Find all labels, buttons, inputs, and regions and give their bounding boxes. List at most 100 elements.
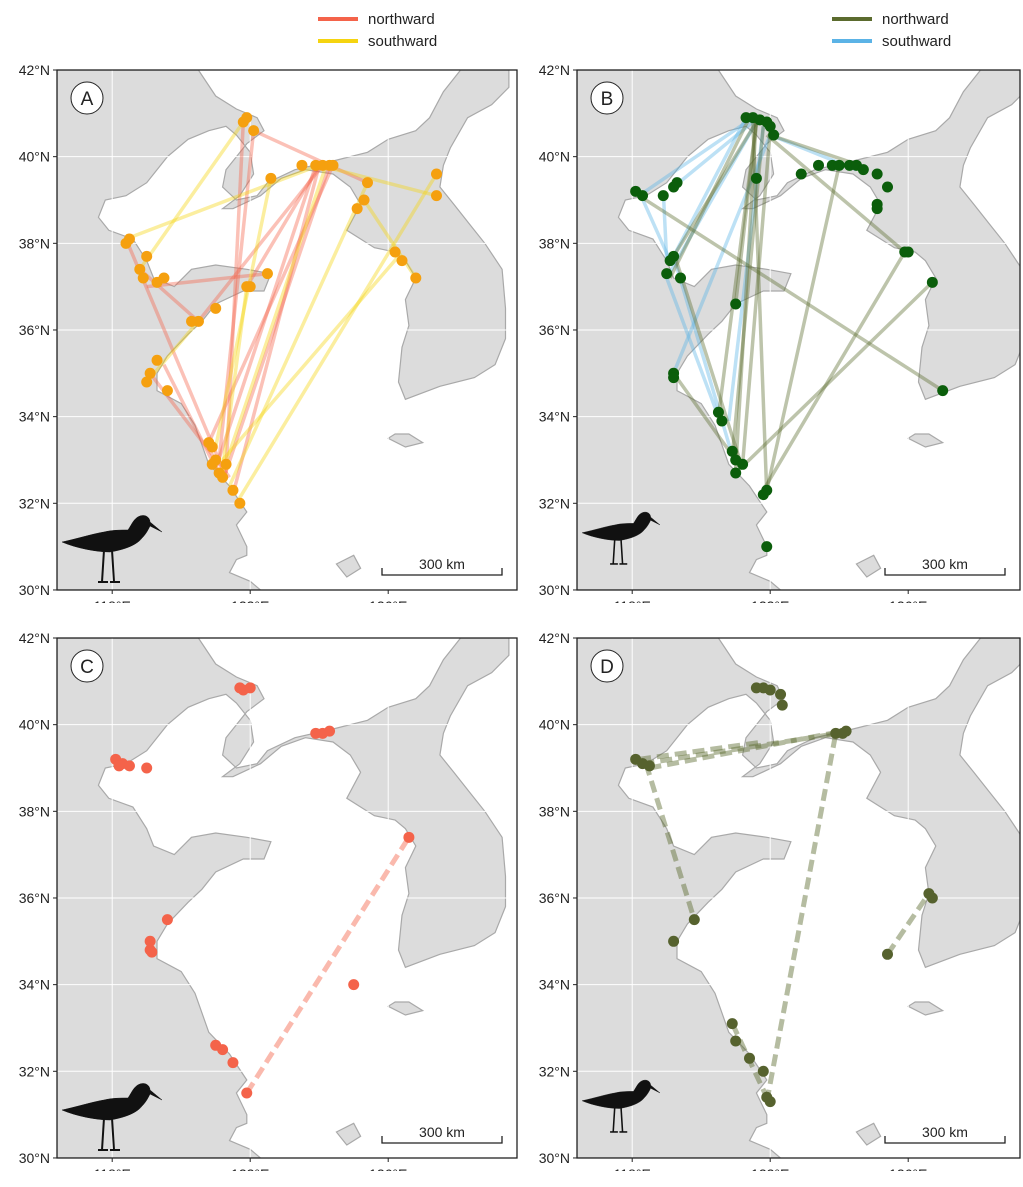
lon-tick-label: 122°E: [231, 1166, 269, 1171]
lat-tick-label: 30°N: [539, 582, 570, 598]
panel-letter: B: [601, 89, 614, 110]
tracking-point: [761, 541, 772, 552]
tracking-point: [124, 760, 135, 771]
tracking-point: [348, 979, 359, 990]
legend-swatch: [318, 39, 358, 43]
tracking-point: [152, 355, 163, 366]
tracking-point: [410, 272, 421, 283]
tracking-point: [221, 459, 232, 470]
tracking-point: [737, 459, 748, 470]
tracking-point: [716, 415, 727, 426]
lat-tick-label: 34°N: [539, 409, 570, 425]
map-panel-a: A30°N32°N34°N36°N38°N40°N42°N118°E122°E1…: [0, 58, 520, 603]
tracking-point: [227, 1057, 238, 1068]
tracking-point: [927, 892, 938, 903]
tracking-point: [937, 385, 948, 396]
legend-swatch: [832, 39, 872, 43]
lat-tick-label: 40°N: [539, 149, 570, 165]
tracking-point: [362, 177, 373, 188]
tracking-point: [207, 459, 218, 470]
lon-tick-label: 122°E: [231, 598, 269, 603]
legend-left: northward southward: [318, 8, 437, 52]
tracking-point: [872, 168, 883, 179]
tracking-point: [775, 689, 786, 700]
tracking-point: [390, 246, 401, 257]
lat-tick-label: 34°N: [19, 409, 50, 425]
legend-label: northward: [368, 11, 435, 28]
tracking-point: [768, 129, 779, 140]
tracking-point: [644, 760, 655, 771]
tracking-point: [328, 160, 339, 171]
lat-tick-label: 30°N: [539, 1150, 570, 1166]
panel-letter: D: [600, 657, 614, 678]
lon-tick-label: 118°E: [614, 1166, 651, 1171]
tracking-point: [245, 281, 256, 292]
lat-tick-label: 34°N: [19, 977, 50, 993]
scale-bar-label: 300 km: [419, 1124, 465, 1140]
lat-tick-label: 30°N: [19, 582, 50, 598]
tracking-point: [296, 160, 307, 171]
tracking-point: [403, 832, 414, 843]
tracking-point: [359, 194, 370, 205]
lat-tick-label: 42°N: [19, 62, 50, 78]
lat-tick-label: 30°N: [19, 1150, 50, 1166]
tracking-point: [162, 914, 173, 925]
map-content: [57, 638, 520, 1158]
lat-tick-label: 32°N: [19, 495, 50, 511]
lon-tick-label: 118°E: [614, 598, 651, 603]
legend-label: southward: [368, 33, 437, 50]
tracking-point: [217, 1044, 228, 1055]
tracking-point: [241, 112, 252, 123]
lat-tick-label: 36°N: [19, 322, 50, 338]
legend-item-northward: northward: [832, 8, 951, 30]
lat-tick-label: 38°N: [19, 803, 50, 819]
tracking-point: [210, 303, 221, 314]
lat-tick-label: 42°N: [539, 62, 570, 78]
lat-tick-label: 32°N: [539, 1063, 570, 1079]
tracking-point: [675, 272, 686, 283]
tracking-point: [431, 168, 442, 179]
lat-tick-label: 38°N: [539, 803, 570, 819]
lat-tick-label: 40°N: [539, 717, 570, 733]
tracking-point: [658, 190, 669, 201]
tracking-point: [217, 472, 228, 483]
map-panel-c: C30°N32°N34°N36°N38°N40°N42°N118°E122°E1…: [0, 626, 520, 1171]
tracking-point: [162, 385, 173, 396]
tracking-point: [186, 316, 197, 327]
tracking-point: [730, 298, 741, 309]
tracking-point: [882, 181, 893, 192]
tracking-point: [248, 125, 259, 136]
tracking-point: [765, 684, 776, 695]
legend-swatch: [318, 17, 358, 21]
lon-tick-label: 126°E: [889, 1166, 927, 1171]
tracking-point: [114, 760, 125, 771]
scale-bar-label: 300 km: [922, 1124, 968, 1140]
tracking-point: [777, 700, 788, 711]
lat-tick-label: 36°N: [19, 890, 50, 906]
tracking-point: [245, 682, 256, 693]
tracking-point: [227, 485, 238, 496]
tracking-point: [882, 949, 893, 960]
legend-label: northward: [882, 11, 949, 28]
map-panel-b: B 30°N 32°N 34°N 36°N 38°N 40°N 42°N 118°E 122°E 1…: [520, 58, 1023, 603]
tracking-point: [834, 160, 845, 171]
tracking-point: [138, 272, 149, 283]
tracking-point: [397, 255, 408, 266]
lat-tick-label: 40°N: [19, 149, 50, 165]
tracking-point: [234, 498, 245, 509]
lat-tick-label: 32°N: [19, 1063, 50, 1079]
tracking-point: [431, 190, 442, 201]
lat-tick-label: 40°N: [19, 717, 50, 733]
tracking-point: [751, 173, 762, 184]
panel-letter: C: [80, 657, 94, 678]
tracking-point: [668, 372, 679, 383]
tracking-point: [234, 682, 245, 693]
lat-tick-label: 36°N: [539, 890, 570, 906]
tracking-point: [637, 190, 648, 201]
legend-swatch: [832, 17, 872, 21]
lon-tick-label: 126°E: [369, 598, 407, 603]
legend-item-southward: southward: [318, 30, 437, 52]
tracking-point: [324, 726, 335, 737]
tracking-point: [841, 726, 852, 737]
tracking-point: [730, 1035, 741, 1046]
